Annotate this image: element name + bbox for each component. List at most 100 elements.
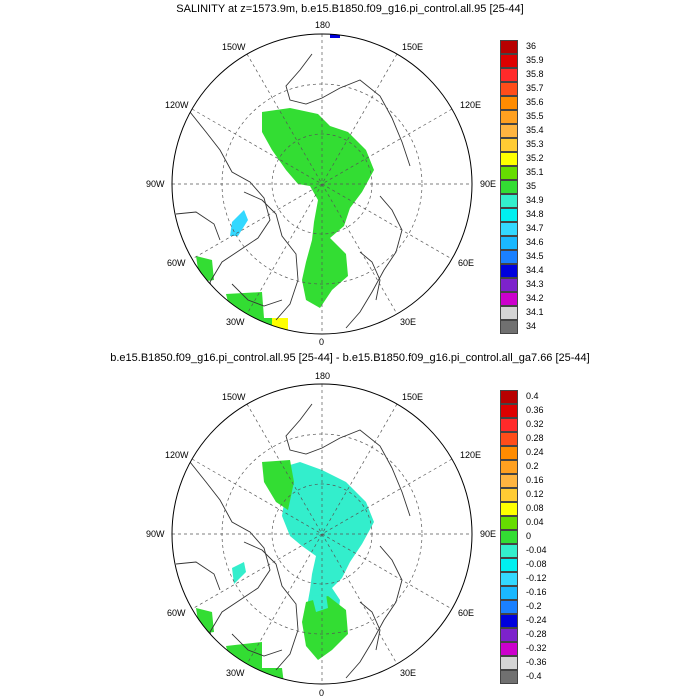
- colorbar-label: -0.4: [526, 671, 542, 681]
- colorbar-label: 34.2: [526, 293, 544, 303]
- colorbar-label: -0.24: [526, 615, 547, 625]
- colorbar-label: -0.32: [526, 643, 547, 653]
- panel1-lon-90e: 90E: [480, 179, 497, 189]
- colorbar-label: 0.12: [526, 489, 544, 499]
- colorbar-label: 35.5: [526, 111, 544, 121]
- colorbar-cell: [500, 194, 518, 208]
- panel1-lon-150e: 150E: [402, 42, 424, 52]
- colorbar-label: -0.36: [526, 657, 547, 667]
- colorbar-cell: [500, 600, 518, 614]
- panel2-lon-60e: 60E: [458, 608, 475, 618]
- colorbar-label: 35.6: [526, 97, 544, 107]
- colorbar-label: -0.12: [526, 573, 547, 583]
- colorbar-label: 34.9: [526, 195, 544, 205]
- panel2-lon-60w: 60W: [167, 608, 186, 618]
- colorbar-cell: [500, 418, 518, 432]
- colorbar-cell: [500, 432, 518, 446]
- colorbar-label: 0.08: [526, 503, 544, 513]
- colorbar-label: 35.8: [526, 69, 544, 79]
- colorbar-label: 34.8: [526, 209, 544, 219]
- panel2-lon-90e: 90E: [480, 529, 497, 539]
- colorbar-cell: [500, 516, 518, 530]
- colorbar-label: -0.16: [526, 587, 547, 597]
- panel1-field-arctic-basin: [262, 108, 374, 308]
- colorbar-cell: [500, 558, 518, 572]
- colorbar-label: 35.7: [526, 83, 544, 93]
- panel1-lon-30e: 30E: [400, 317, 417, 327]
- panel1-polar-map: [171, 33, 473, 335]
- panel1-title: SALINITY at z=1573.9m, b.e15.B1850.f09_g…: [176, 3, 524, 15]
- colorbar-label: 35.2: [526, 153, 544, 163]
- panel1-lon-90w: 90W: [146, 179, 165, 189]
- panel2-lon-90w: 90W: [146, 529, 165, 539]
- panel2-lon-0: 0: [319, 688, 325, 698]
- colorbar-cell: [500, 82, 518, 96]
- colorbar-cell: [500, 572, 518, 586]
- colorbar-cell: [500, 390, 518, 404]
- panel1-field-labrador: [230, 210, 248, 236]
- colorbar-label: 0.4: [526, 391, 539, 401]
- colorbar-label: 0.24: [526, 447, 544, 457]
- colorbar-label: 34: [526, 321, 537, 331]
- colorbar-label: 0.36: [526, 405, 544, 415]
- colorbar-cell: [500, 460, 518, 474]
- colorbar-cell: [500, 656, 518, 670]
- colorbar-cell: [500, 236, 518, 250]
- colorbar-cell: [500, 502, 518, 516]
- panel1-lon-30w: 30W: [226, 317, 245, 327]
- colorbar-cell: [500, 278, 518, 292]
- panel1-lon-60e: 60E: [458, 258, 475, 268]
- colorbar-cell: [500, 530, 518, 544]
- colorbar-label: -0.2: [526, 601, 542, 611]
- colorbar-label: 0.16: [526, 475, 544, 485]
- colorbar-label: 34.6: [526, 237, 544, 247]
- colorbar-cell: [500, 404, 518, 418]
- panel2-lon-120w: 120W: [165, 450, 189, 460]
- colorbar-cell: [500, 544, 518, 558]
- colorbar-label: 34.7: [526, 223, 544, 233]
- colorbar-cell: [500, 446, 518, 460]
- colorbar-label: 0.2: [526, 461, 539, 471]
- colorbar-label: 36: [526, 41, 537, 51]
- panel2-lon-30w: 30W: [226, 668, 245, 678]
- colorbar-cell: [500, 292, 518, 306]
- panel2-field-green-south: [302, 596, 348, 660]
- colorbar-label: 34.5: [526, 251, 544, 261]
- panel1-lon-0: 0: [319, 337, 325, 347]
- panel1-colorbar: 36 35.9 35.8 35.7 35.6 35.5 35.4 35.3 35.2 35.1 35…: [500, 40, 560, 334]
- panel1-lon-150w: 150W: [222, 42, 246, 52]
- colorbar-label: -0.28: [526, 629, 547, 639]
- colorbar-cell: [500, 180, 518, 194]
- colorbar-cell: [500, 222, 518, 236]
- colorbar-cell: [500, 68, 518, 82]
- colorbar-label: 34.1: [526, 307, 544, 317]
- colorbar-cell: [500, 96, 518, 110]
- colorbar-cell: [500, 110, 518, 124]
- colorbar-label: 34.4: [526, 265, 544, 275]
- colorbar-cell: [500, 642, 518, 656]
- panel2-colorbar: 0.4 0.36 0.32 0.28 0.24 0.2 0.16 0.12 0.08 0.04 0 -…: [500, 390, 570, 684]
- colorbar-cell: [500, 320, 518, 334]
- panel2-field-green-canada: [262, 460, 294, 510]
- colorbar-cell: [500, 40, 518, 54]
- colorbar-cell: [500, 488, 518, 502]
- panel2-field-cyan-basin: [280, 462, 374, 624]
- panel1-lon-120e: 120E: [460, 100, 482, 110]
- colorbar-cell: [500, 138, 518, 152]
- colorbar-cell: [500, 586, 518, 600]
- panel1-lon-180: 180: [315, 20, 331, 30]
- colorbar-label: 35: [526, 181, 537, 191]
- colorbar-label: 0.04: [526, 517, 544, 527]
- colorbar-cell: [500, 54, 518, 68]
- colorbar-cell: [500, 474, 518, 488]
- colorbar-cell: [500, 264, 518, 278]
- colorbar-label: -0.08: [526, 559, 547, 569]
- colorbar-label: 0.28: [526, 433, 544, 443]
- colorbar-cell: [500, 166, 518, 180]
- colorbar-cell: [500, 250, 518, 264]
- colorbar-cell: [500, 152, 518, 166]
- colorbar-cell: [500, 614, 518, 628]
- colorbar-cell: [500, 628, 518, 642]
- colorbar-label: 0.32: [526, 419, 544, 429]
- panel1-field-greenland-sea: [226, 292, 264, 318]
